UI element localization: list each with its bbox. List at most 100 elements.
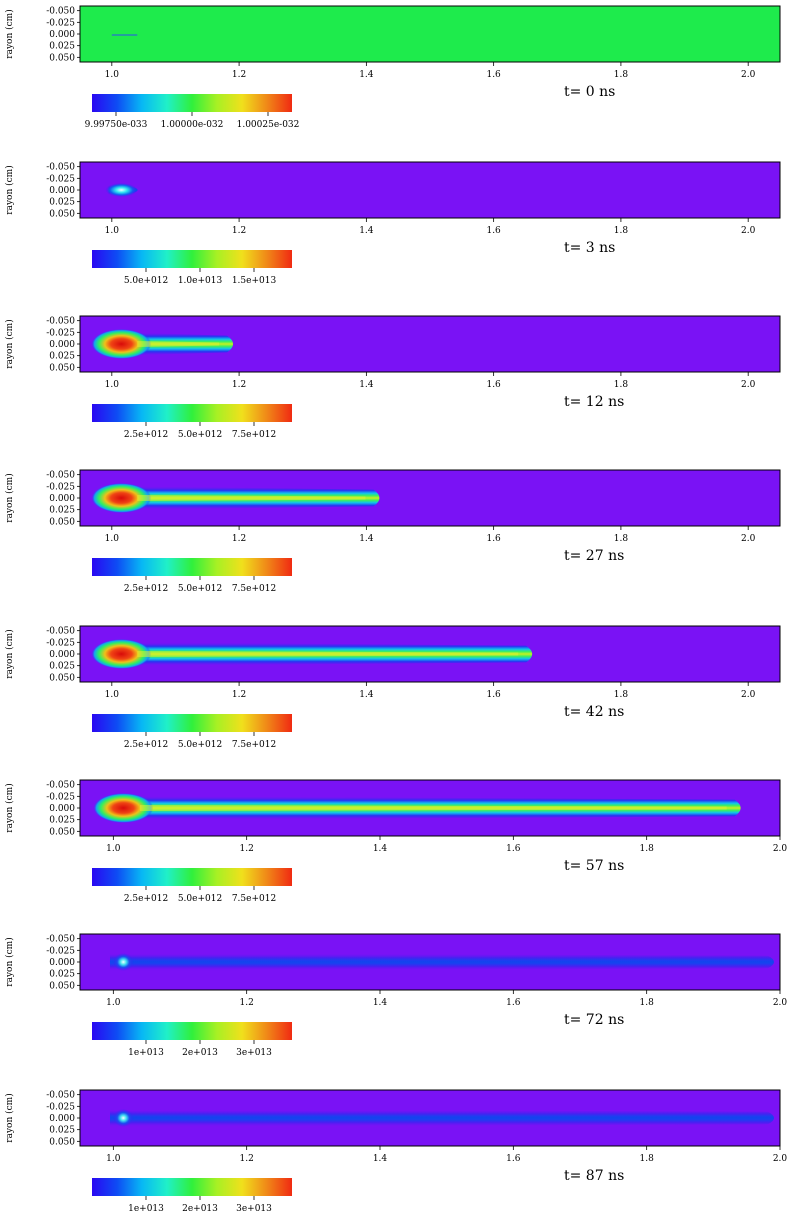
y-tick-label-0-2: 0.000 bbox=[49, 30, 75, 40]
y-tick-label-5-4: 0.050 bbox=[49, 827, 75, 837]
y-axis-label-7: rayon (cm) bbox=[4, 1093, 15, 1142]
colorbar-tick-label-0-1: 1.00000e-032 bbox=[161, 120, 224, 130]
plot-area-1 bbox=[80, 162, 780, 218]
x-tick-label-4-3: 1.6 bbox=[486, 690, 501, 700]
colorbar-tick-label-4-1: 5.0e+012 bbox=[178, 740, 222, 750]
x-tick-label-0-3: 1.6 bbox=[486, 70, 501, 80]
x-tick-label-2-0: 1.0 bbox=[105, 380, 120, 390]
colorbar-tick-label-3-0: 2.5e+012 bbox=[124, 584, 168, 594]
colorbar-tick-label-5-1: 5.0e+012 bbox=[178, 894, 222, 904]
jet-plume-6 bbox=[110, 953, 774, 971]
x-tick-label-3-2: 1.4 bbox=[359, 534, 374, 544]
x-tick-label-7-0: 1.0 bbox=[106, 1154, 121, 1164]
y-tick-label-6-2: 0.000 bbox=[49, 958, 75, 968]
y-tick-label-1-1: -0.025 bbox=[46, 174, 75, 184]
y-tick-label-1-2: 0.000 bbox=[49, 186, 75, 196]
y-tick-label-5-1: -0.025 bbox=[46, 792, 75, 802]
x-tick-label-3-5: 2.0 bbox=[741, 534, 756, 544]
colorbar-tick-label-6-2: 3e+013 bbox=[236, 1048, 272, 1058]
jet-plume-1 bbox=[105, 183, 138, 197]
y-tick-label-1-4: 0.050 bbox=[49, 209, 75, 219]
jet-core-2 bbox=[91, 329, 152, 359]
colorbar-2 bbox=[92, 404, 292, 422]
jet-plume-5 bbox=[93, 793, 741, 823]
y-tick-label-3-3: 0.025 bbox=[49, 506, 75, 516]
jet-body-7 bbox=[110, 1109, 774, 1127]
x-tick-label-3-4: 1.8 bbox=[614, 534, 629, 544]
jet-centerline-2 bbox=[137, 341, 220, 347]
colorbar-tick-label-1-2: 1.5e+013 bbox=[232, 276, 277, 286]
y-tick-label-3-2: 0.000 bbox=[49, 494, 75, 504]
jet-plume-7 bbox=[110, 1109, 774, 1127]
x-tick-label-6-1: 1.2 bbox=[240, 998, 254, 1008]
y-tick-label-6-4: 0.050 bbox=[49, 981, 75, 991]
colorbar-tick-label-7-0: 1e+013 bbox=[128, 1204, 164, 1214]
x-tick-label-6-3: 1.6 bbox=[506, 998, 521, 1008]
y-tick-label-0-3: 0.025 bbox=[49, 42, 75, 52]
y-tick-label-3-4: 0.050 bbox=[49, 517, 75, 527]
colorbar-tick-label-1-1: 1.0e+013 bbox=[178, 276, 223, 286]
y-tick-label-1-0: -0.050 bbox=[46, 163, 75, 173]
x-tick-label-5-2: 1.4 bbox=[373, 844, 388, 854]
x-tick-label-2-1: 1.2 bbox=[232, 380, 246, 390]
x-tick-label-3-0: 1.0 bbox=[105, 534, 120, 544]
x-tick-label-3-1: 1.2 bbox=[232, 534, 246, 544]
jet-plume-4 bbox=[91, 639, 533, 669]
x-tick-label-7-3: 1.6 bbox=[506, 1154, 521, 1164]
y-tick-label-2-0: -0.050 bbox=[46, 317, 75, 327]
x-tick-label-1-5: 2.0 bbox=[741, 226, 756, 236]
time-label-3: t= 27 ns bbox=[564, 548, 624, 564]
colorbar-tick-label-5-2: 7.5e+012 bbox=[232, 894, 276, 904]
time-label-1: t= 3 ns bbox=[564, 240, 615, 256]
colorbar-3 bbox=[92, 558, 292, 576]
x-tick-label-1-2: 1.4 bbox=[359, 226, 374, 236]
y-axis-label-1: rayon (cm) bbox=[4, 165, 15, 214]
y-tick-label-4-2: 0.000 bbox=[49, 650, 75, 660]
y-tick-label-2-2: 0.000 bbox=[49, 340, 75, 350]
x-tick-label-0-4: 1.8 bbox=[614, 70, 629, 80]
y-tick-label-5-2: 0.000 bbox=[49, 804, 75, 814]
colorbar-0 bbox=[92, 94, 292, 112]
y-axis-label-4: rayon (cm) bbox=[4, 629, 15, 678]
jet-core-4 bbox=[91, 639, 152, 669]
x-tick-label-4-4: 1.8 bbox=[614, 690, 629, 700]
y-tick-label-7-0: -0.050 bbox=[46, 1091, 75, 1101]
y-tick-label-6-0: -0.050 bbox=[46, 935, 75, 945]
jet-core-7 bbox=[113, 1109, 134, 1127]
time-label-0: t= 0 ns bbox=[564, 84, 615, 100]
x-tick-label-2-4: 1.8 bbox=[614, 380, 629, 390]
y-tick-label-7-4: 0.050 bbox=[49, 1137, 75, 1147]
y-tick-label-7-3: 0.025 bbox=[49, 1126, 75, 1136]
x-tick-label-7-1: 1.2 bbox=[240, 1154, 254, 1164]
colorbar-tick-label-2-2: 7.5e+012 bbox=[232, 430, 276, 440]
y-tick-label-1-3: 0.025 bbox=[49, 198, 75, 208]
colorbar-tick-label-0-0: 9.99750e-033 bbox=[85, 120, 148, 130]
y-tick-label-6-1: -0.025 bbox=[46, 946, 75, 956]
y-tick-label-4-4: 0.050 bbox=[49, 673, 75, 683]
x-tick-label-6-2: 1.4 bbox=[373, 998, 388, 1008]
y-tick-label-2-1: -0.025 bbox=[46, 328, 75, 338]
x-tick-label-6-0: 1.0 bbox=[106, 998, 121, 1008]
y-tick-label-7-1: -0.025 bbox=[46, 1102, 75, 1112]
colorbar-6 bbox=[92, 1022, 292, 1040]
x-tick-label-2-5: 2.0 bbox=[741, 380, 756, 390]
y-axis-label-6: rayon (cm) bbox=[4, 937, 15, 986]
x-tick-label-0-1: 1.2 bbox=[232, 70, 246, 80]
time-label-7: t= 87 ns bbox=[564, 1168, 624, 1184]
x-tick-label-4-1: 1.2 bbox=[232, 690, 246, 700]
y-axis-label-2: rayon (cm) bbox=[4, 319, 15, 368]
y-tick-label-4-1: -0.025 bbox=[46, 638, 75, 648]
x-tick-label-0-5: 2.0 bbox=[741, 70, 756, 80]
x-tick-label-5-4: 1.8 bbox=[640, 844, 655, 854]
y-tick-label-2-3: 0.025 bbox=[49, 352, 75, 362]
time-label-4: t= 42 ns bbox=[564, 704, 624, 720]
x-tick-label-1-1: 1.2 bbox=[232, 226, 246, 236]
y-tick-label-5-3: 0.025 bbox=[49, 816, 75, 826]
jet-body-6 bbox=[110, 953, 774, 971]
colorbar-tick-label-7-1: 2e+013 bbox=[182, 1204, 218, 1214]
